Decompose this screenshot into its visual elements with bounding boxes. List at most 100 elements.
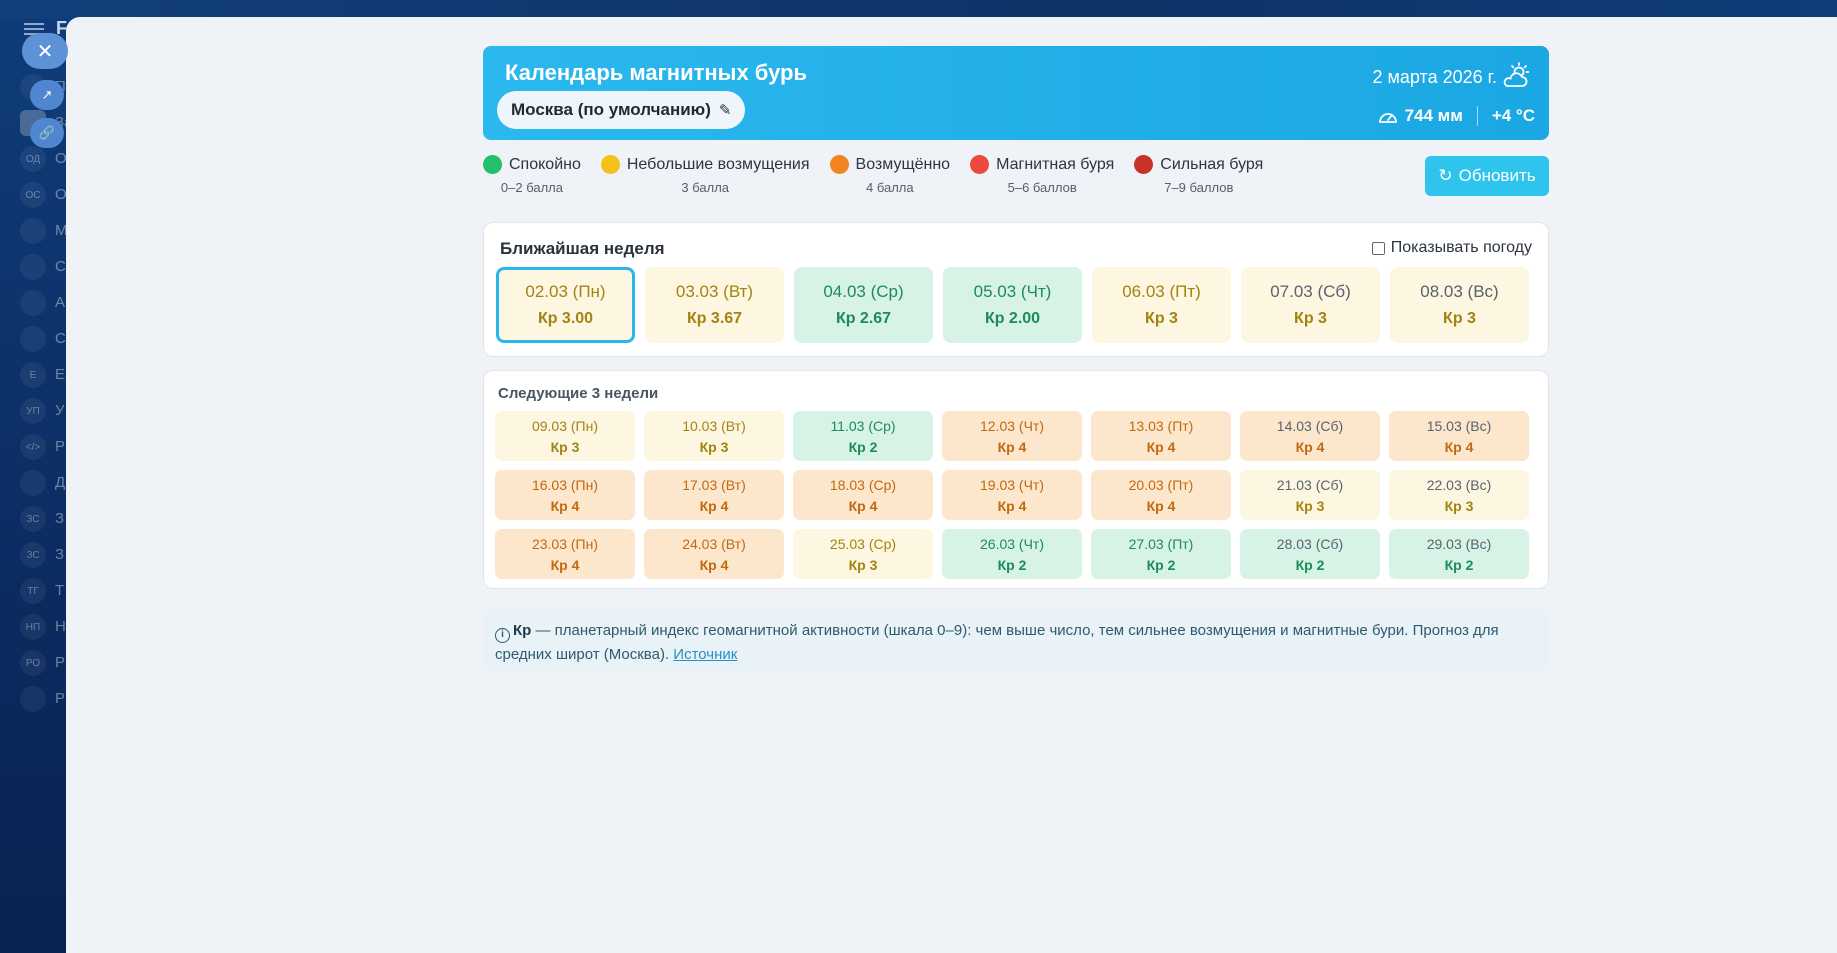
day-kp-value: Кр 4 [1444, 438, 1474, 455]
background-nav-label: Н [55, 618, 66, 635]
day-cell[interactable]: 11.03 (Ср) Кр 2 [793, 411, 933, 461]
day-kp-value: Кр 2 [1444, 556, 1474, 573]
background-nav-label: О [55, 186, 67, 203]
day-kp-value: Кр 4 [550, 556, 580, 573]
nearest-week-title: Ближайшая неделя [500, 239, 665, 258]
day-kp-value: Кр 4 [699, 556, 729, 573]
day-cell[interactable]: 25.03 (Ср) Кр 3 [793, 529, 933, 579]
day-cell[interactable]: 07.03 (Сб) Кр 3 [1241, 267, 1380, 343]
show-weather-toggle[interactable]: Показывать погоду [1371, 239, 1532, 257]
background-nav-label: С [55, 258, 66, 275]
day-cell[interactable]: 09.03 (Пн) Кр 3 [495, 411, 635, 461]
day-cell[interactable]: 14.03 (Сб) Кр 4 [1240, 411, 1380, 461]
day-cell[interactable]: 06.03 (Пт) Кр 3 [1092, 267, 1231, 343]
day-date: 09.03 (Пн) [531, 417, 599, 434]
day-cell[interactable]: 23.03 (Пн) Кр 4 [495, 529, 635, 579]
weather-meta: 744 мм +4 °C [1377, 106, 1535, 126]
day-kp-value: Кр 2 [997, 556, 1027, 573]
background-nav-label: Т [55, 582, 65, 599]
background-nav-label: З [55, 510, 65, 527]
city-label: Москва (по умолчанию) [511, 100, 711, 119]
refresh-button[interactable]: ↻ Обновить [1425, 156, 1549, 196]
background-nav-icon [20, 290, 46, 316]
day-date: 10.03 (Вт) [682, 417, 746, 434]
day-cell[interactable]: 29.03 (Вс) Кр 2 [1389, 529, 1529, 579]
legend-label: Небольшие возмущения [626, 155, 810, 173]
background-nav-label: Р [55, 438, 66, 455]
day-cell[interactable]: 15.03 (Вс) Кр 4 [1389, 411, 1529, 461]
day-cell[interactable]: 04.03 (Ср) Кр 2.67 [794, 267, 933, 343]
show-weather-label: Показывать погоду [1390, 239, 1532, 256]
pressure-value: 744 мм [1404, 106, 1463, 125]
day-kp-value: Кр 3 [550, 438, 580, 455]
day-cell[interactable]: 19.03 (Чт) Кр 4 [942, 470, 1082, 520]
day-kp-value: Кр 3 [699, 438, 729, 455]
day-kp-value: Кр 4 [1295, 438, 1325, 455]
day-date: 29.03 (Вс) [1426, 535, 1492, 552]
day-cell[interactable]: 27.03 (Пт) Кр 2 [1091, 529, 1231, 579]
day-kp-value: Кр 3 [1295, 497, 1325, 514]
day-cell[interactable]: 28.03 (Сб) Кр 2 [1240, 529, 1380, 579]
legend-item: Небольшие возмущения 3 балла [600, 155, 810, 195]
day-cell[interactable]: 16.03 (Пн) Кр 4 [495, 470, 635, 520]
legend-item: Возмущённо 4 балла [829, 155, 950, 195]
day-cell[interactable]: 18.03 (Ср) Кр 4 [793, 470, 933, 520]
source-link[interactable]: Источник [673, 646, 738, 663]
day-date: 25.03 (Ср) [829, 535, 897, 552]
open-external-icon[interactable]: ↗ [30, 80, 64, 110]
day-cell[interactable]: 10.03 (Вт) Кр 3 [644, 411, 784, 461]
pressure-gauge-icon [1378, 113, 1397, 123]
background-sidebar: F ПЗаОДООСОМСАСЕЕУПУ</>РДЗСЗЗСЗТГТНПНРОР… [0, 0, 72, 953]
background-nav-icon: УП [20, 398, 46, 424]
day-date: 12.03 (Чт) [980, 417, 1044, 434]
legend-item: Спокойно 0–2 балла [483, 155, 581, 195]
legend-range: 0–2 балла [500, 180, 563, 195]
background-nav-label: М [55, 222, 68, 239]
temperature-value: +4 °C [1491, 106, 1535, 125]
day-cell[interactable]: 17.03 (Вт) Кр 4 [644, 470, 784, 520]
background-nav-icon: ОС [20, 182, 46, 208]
kp-info-note: i Кр — планетарный индекс геомагнитной ак… [483, 609, 1549, 671]
day-cell[interactable]: 03.03 (Вт) Кр 3.67 [645, 267, 784, 343]
link-icon[interactable]: 🔗 [30, 118, 64, 148]
day-cell[interactable]: 05.03 (Чт) Кр 2.00 [943, 267, 1082, 343]
legend-dot-icon [483, 155, 502, 174]
show-weather-checkbox[interactable] [1371, 241, 1385, 255]
day-cell[interactable]: 02.03 (Пн) Кр 3.00 [496, 267, 635, 343]
edit-icon: ✎ [718, 102, 732, 119]
day-cell[interactable]: 21.03 (Сб) Кр 3 [1240, 470, 1380, 520]
background-top-bar [0, 0, 1837, 18]
refresh-label: Обновить [1458, 166, 1536, 185]
day-date: 18.03 (Ср) [829, 476, 897, 493]
day-date: 08.03 (Вс) [1420, 282, 1499, 301]
background-nav-label: З [55, 546, 65, 563]
info-icon: i [495, 628, 510, 643]
partly-cloudy-icon [1503, 62, 1530, 87]
day-date: 02.03 (Пн) [525, 282, 606, 301]
background-nav-icon [20, 326, 46, 352]
current-date: 2 марта 2026 г. [1372, 67, 1497, 87]
day-cell[interactable]: 08.03 (Вс) Кр 3 [1390, 267, 1529, 343]
day-date: 06.03 (Пт) [1122, 282, 1201, 301]
legend-item: Сильная буря 7–9 баллов [1134, 155, 1263, 195]
day-cell[interactable]: 22.03 (Вс) Кр 3 [1389, 470, 1529, 520]
city-selector-button[interactable]: Москва (по умолчанию) ✎ [497, 91, 746, 129]
day-cell[interactable]: 12.03 (Чт) Кр 4 [942, 411, 1082, 461]
legend-range: 5–6 баллов [1007, 180, 1077, 195]
day-date: 19.03 (Чт) [980, 476, 1044, 493]
legend-range: 4 балла [865, 180, 914, 195]
day-kp-value: Кр 3 [1145, 310, 1178, 327]
background-nav-icon: ЗС [20, 506, 46, 532]
day-kp-value: Кр 3 [1443, 310, 1476, 327]
day-cell[interactable]: 13.03 (Пт) Кр 4 [1091, 411, 1231, 461]
day-date: 16.03 (Пн) [531, 476, 599, 493]
day-cell[interactable]: 20.03 (Пт) Кр 4 [1091, 470, 1231, 520]
day-cell[interactable]: 26.03 (Чт) Кр 2 [942, 529, 1082, 579]
day-cell[interactable]: 24.03 (Вт) Кр 4 [644, 529, 784, 579]
close-icon[interactable]: ✕ [22, 33, 68, 69]
day-kp-value: Кр 4 [699, 497, 729, 514]
legend-dot-icon [600, 155, 620, 174]
background-nav-label: Е [55, 366, 66, 383]
legend-label: Сильная буря [1160, 155, 1264, 173]
legend-dot-icon [1134, 155, 1154, 174]
